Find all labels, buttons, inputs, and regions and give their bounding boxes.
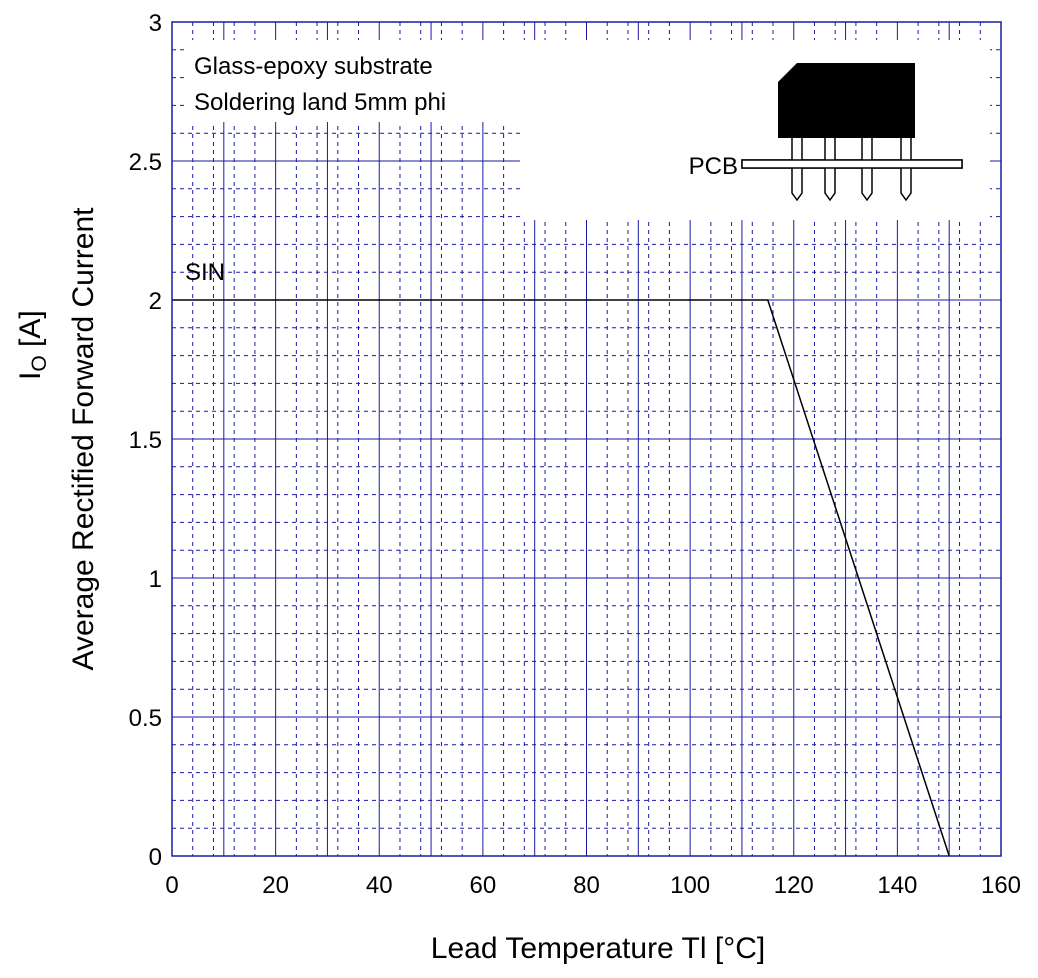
- series-label-sin: SIN: [185, 259, 225, 286]
- package-leads: [791, 138, 912, 202]
- package-on-pcb-illustration: PCB: [520, 40, 990, 220]
- y-axis-symbol-i: I: [14, 372, 47, 380]
- y-tick-label: 2.5: [129, 149, 162, 176]
- y-tick-label: 1: [149, 566, 162, 593]
- y-axis-symbol-subscript: O: [28, 355, 51, 371]
- condition-substrate: Glass-epoxy substrate: [194, 53, 433, 80]
- x-tick-label: 160: [981, 872, 1021, 899]
- y-tick-labels: 0 0.5 1 1.5 2 2.5 3: [129, 10, 162, 871]
- y-axis-symbol: IO [A]: [14, 310, 51, 380]
- x-tick-label: 20: [262, 872, 289, 899]
- x-tick-labels: 0 20 40 60 80 100 120 140 160: [165, 872, 1021, 899]
- lead-4-icon: [900, 138, 912, 202]
- series-layer: [172, 299, 950, 857]
- y-axis-unit: [A]: [14, 310, 47, 355]
- y-axis-symbol-group: IO [A]: [14, 310, 51, 380]
- x-tick-label: 40: [366, 872, 393, 899]
- x-tick-label: 80: [573, 872, 600, 899]
- package-body-icon: [778, 63, 915, 138]
- x-tick-label: 100: [670, 872, 710, 899]
- series-line-sin: [172, 299, 950, 857]
- plot-frame: [171, 21, 1002, 857]
- lead-3-icon: [861, 138, 873, 202]
- y-tick-label: 3: [149, 10, 162, 37]
- x-tick-label: 60: [470, 872, 497, 899]
- y-axis-title: Average Rectified Forward Current: [67, 207, 100, 671]
- illustration-background: [520, 40, 990, 220]
- y-tick-label: 0.5: [129, 705, 162, 732]
- x-axis-title: Lead Temperature Tl [°C]: [431, 932, 765, 965]
- pcb-label: PCB: [689, 153, 738, 180]
- x-tick-label: 120: [774, 872, 814, 899]
- pcb-board-front: [741, 159, 963, 169]
- y-tick-label: 0: [149, 844, 162, 871]
- y-tick-label: 1.5: [129, 427, 162, 454]
- y-tick-label: 2: [149, 288, 162, 315]
- conditions-box: [186, 40, 561, 122]
- x-tick-label: 140: [877, 872, 917, 899]
- lead-1-icon: [791, 138, 803, 202]
- lead-2-icon: [824, 138, 836, 202]
- x-tick-label: 0: [165, 872, 178, 899]
- y-axis-title-line-1: Average Rectified Forward Current: [67, 207, 100, 671]
- condition-soldering-land: Soldering land 5mm phi: [194, 89, 446, 116]
